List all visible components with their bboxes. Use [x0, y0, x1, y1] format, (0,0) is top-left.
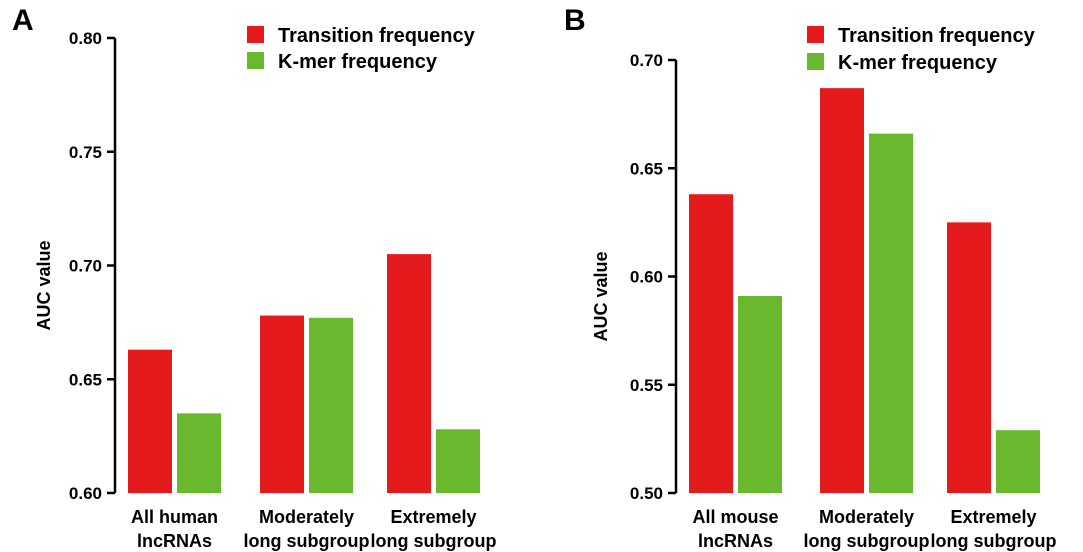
legend-swatch	[247, 26, 264, 43]
category-label: All human	[131, 507, 218, 527]
legend-label: K-mer frequency	[838, 52, 998, 74]
category-label: lncRNAs	[698, 531, 773, 551]
legend-label: K-mer frequency	[278, 51, 438, 73]
category-label: long subgroup	[244, 531, 370, 551]
category-label: Extremely	[390, 507, 476, 527]
legend-label: Transition frequency	[838, 25, 1036, 47]
y-axis-title: AUC value	[591, 251, 611, 341]
category-label: Moderately	[259, 507, 354, 527]
bar-kmer-1	[177, 413, 221, 493]
legend-swatch	[807, 26, 824, 43]
bar-kmer-3	[996, 430, 1040, 493]
panel-b: B 0.50 0.55 0.60 0.65 0.70 AUC value All mouse l…	[564, 4, 1056, 551]
bar-kmer-3	[436, 429, 480, 493]
y-tick-label: 0.55	[630, 376, 663, 395]
category-label: long subgroup	[371, 531, 497, 551]
category-label: All mouse	[692, 507, 778, 527]
bar-kmer-2	[869, 133, 913, 494]
legend-label: Transition frequency	[278, 25, 476, 47]
y-tick-label: 0.80	[69, 29, 102, 48]
y-tick-label: 0.60	[630, 268, 663, 287]
category-label: lncRNAs	[137, 531, 212, 551]
bar-transition-1	[128, 349, 172, 493]
y-tick-label: 0.70	[630, 51, 663, 70]
bar-transition-3	[387, 254, 431, 493]
legend-swatch	[247, 52, 264, 69]
category-label: Extremely	[950, 507, 1036, 527]
bar-transition-2	[820, 88, 864, 494]
legend-swatch	[807, 53, 824, 70]
y-axis-title: AUC value	[34, 240, 54, 330]
panel-letter: A	[12, 4, 34, 37]
y-tick-label: 0.70	[69, 257, 102, 276]
category-label: long subgroup	[804, 531, 930, 551]
y-tick-label: 0.65	[630, 159, 663, 178]
bar-transition-2	[260, 315, 304, 493]
category-label: Moderately	[819, 507, 914, 527]
category-label: long subgroup	[931, 531, 1057, 551]
y-tick-label: 0.50	[630, 484, 663, 503]
bar-transition-1	[689, 194, 733, 494]
panel-letter: B	[564, 4, 586, 37]
panel-a: A 0.60 0.65 0.70 0.75 0.80 AUC value All human l…	[12, 4, 496, 551]
bar-kmer-2	[309, 317, 353, 493]
y-tick-label: 0.75	[69, 143, 102, 162]
bar-transition-3	[947, 222, 991, 493]
y-tick-label: 0.65	[69, 370, 102, 389]
y-tick-label: 0.60	[69, 484, 102, 503]
bar-kmer-1	[738, 295, 782, 493]
